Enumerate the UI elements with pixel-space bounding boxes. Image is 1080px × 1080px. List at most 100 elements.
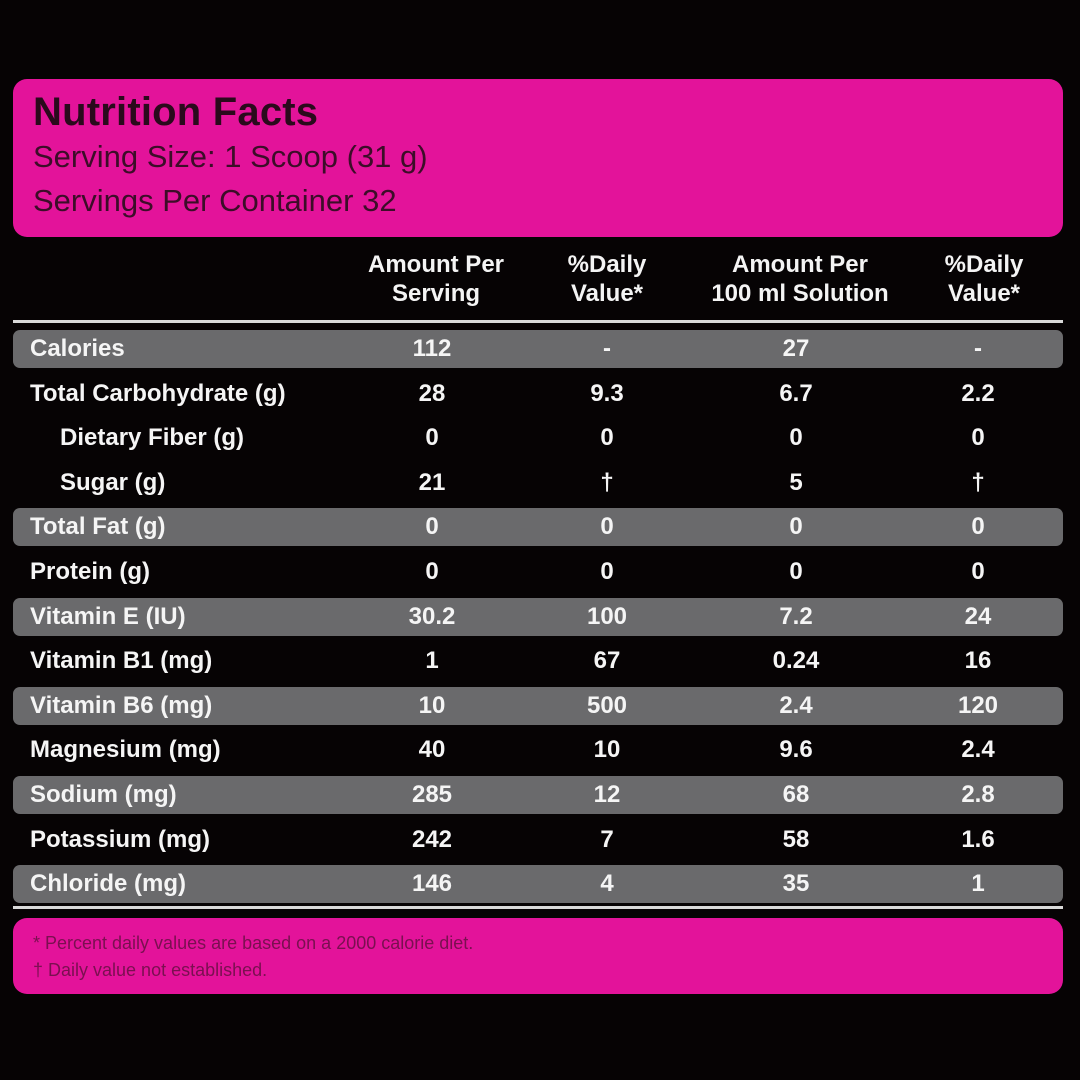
column-header-line: Amount Per — [367, 251, 505, 278]
nutrient-label: Sodium (mg) — [30, 780, 177, 808]
column-header-line: Value* — [570, 280, 644, 307]
daily-value-100ml: 2.8 — [961, 780, 995, 808]
header-panel: Nutrition Facts Serving Size: 1 Scoop (3… — [13, 79, 1063, 237]
column-header-amount-per-serving: Amount Per Serving — [368, 250, 504, 308]
daily-value-serving: 500 — [586, 691, 628, 719]
daily-value-serving: 0 — [600, 557, 614, 585]
daily-value-serving: 67 — [593, 647, 621, 675]
daily-value-serving: 100 — [586, 602, 628, 630]
nutrient-label: Total Fat (g) — [30, 513, 166, 541]
daily-value-serving: 12 — [593, 780, 621, 808]
daily-value-100ml: 16 — [964, 647, 992, 675]
table-row: Magnesium (mg) 40 10 9.6 2.4 — [0, 728, 1080, 773]
nutrient-label: Dietary Fiber (g) — [60, 424, 245, 452]
amount-per-100ml: 27 — [782, 335, 810, 362]
nutrient-label: Sugar (g) — [60, 468, 166, 496]
daily-value-100ml: † — [971, 468, 985, 496]
nutrient-label: Vitamin B1 (mg) — [30, 647, 213, 675]
daily-value-serving: † — [600, 468, 614, 496]
amount-per-serving: 1 — [425, 647, 439, 675]
amount-per-100ml: 7.2 — [779, 602, 813, 630]
footnote-daily-values: * Percent daily values are based on a 20… — [33, 933, 474, 953]
table-row: Vitamin B6 (mg) 10 500 2.4 120 — [0, 684, 1080, 729]
table-row: Sodium (mg) 285 12 68 2.8 — [0, 773, 1080, 818]
daily-value-100ml: 120 — [957, 691, 999, 719]
table-row: Calories 112 - 27 - — [0, 327, 1080, 372]
amount-per-100ml: 9.6 — [779, 736, 813, 764]
table-row: Protein (g) 0 0 0 0 — [0, 550, 1080, 595]
servings-per-container: Servings Per Container 32 — [33, 183, 397, 218]
daily-value-100ml: 2.2 — [961, 379, 995, 407]
daily-value-100ml: 24 — [964, 602, 992, 630]
table-row: Vitamin B1 (mg) 1 67 0.24 16 — [0, 639, 1080, 684]
amount-per-100ml: 5 — [789, 468, 803, 496]
column-header-line: Value* — [947, 280, 1021, 307]
daily-value-serving: 0 — [600, 513, 614, 541]
column-header-amount-per-100ml: Amount Per 100 ml Solution — [711, 250, 888, 308]
amount-per-100ml: 58 — [782, 825, 810, 853]
nutrient-label: Potassium (mg) — [30, 825, 211, 853]
daily-value-100ml: 2.4 — [961, 736, 995, 764]
table-row: Total Carbohydrate (g) 28 9.3 6.7 2.2 — [0, 372, 1080, 417]
table-row: Vitamin E (IU) 30.2 100 7.2 24 — [0, 595, 1080, 640]
daily-value-serving: 9.3 — [590, 379, 624, 407]
nutrient-table: Calories 112 - 27 - Total Carbohydrate (… — [0, 327, 1080, 907]
amount-per-serving: 112 — [412, 335, 452, 362]
amount-per-serving: 146 — [411, 870, 453, 898]
daily-value-serving: 4 — [600, 870, 614, 898]
top-divider — [13, 320, 1063, 323]
amount-per-100ml: 0 — [789, 424, 803, 452]
nutrient-label: Calories — [30, 335, 125, 362]
nutrient-label: Magnesium (mg) — [30, 736, 221, 764]
amount-per-100ml: 6.7 — [779, 379, 813, 407]
daily-value-100ml: 1 — [971, 870, 985, 898]
table-row: Total Fat (g) 0 0 0 0 — [0, 505, 1080, 550]
column-header-line: %Daily — [567, 251, 647, 278]
daily-value-serving: 10 — [593, 736, 621, 764]
column-headers: Amount Per Serving %Daily Value* Amount … — [0, 250, 1080, 316]
daily-value-100ml: 0 — [971, 424, 985, 452]
daily-value-100ml: 1.6 — [961, 825, 995, 853]
table-row: Chloride (mg) 146 4 35 1 — [0, 862, 1080, 907]
table-row: Potassium (mg) 242 7 58 1.6 — [0, 818, 1080, 863]
daily-value-100ml: 0 — [971, 557, 985, 585]
nutrient-label: Chloride (mg) — [30, 870, 186, 898]
amount-per-100ml: 2.4 — [779, 691, 813, 719]
amount-per-100ml: 68 — [782, 780, 810, 808]
column-header-line: Serving — [391, 280, 481, 307]
amount-per-serving: 285 — [411, 780, 453, 808]
nutrient-label: Protein (g) — [30, 557, 150, 585]
daily-value-serving: - — [603, 335, 611, 362]
amount-per-serving: 242 — [411, 825, 453, 853]
table-row: Dietary Fiber (g) 0 0 0 0 — [0, 416, 1080, 461]
amount-per-100ml: 0 — [789, 513, 803, 541]
daily-value-serving: 7 — [600, 825, 614, 853]
amount-per-100ml: 0.24 — [772, 647, 820, 675]
daily-value-100ml: - — [974, 335, 982, 362]
amount-per-serving: 0 — [425, 513, 439, 541]
bottom-divider — [13, 906, 1063, 909]
daily-value-serving: 0 — [600, 424, 614, 452]
amount-per-100ml: 0 — [789, 557, 803, 585]
amount-per-serving: 21 — [418, 468, 446, 496]
column-header-daily-value-100ml: %Daily Value* — [945, 250, 1024, 308]
serving-size: Serving Size: 1 Scoop (31 g) — [33, 139, 428, 174]
column-header-line: %Daily — [944, 251, 1024, 278]
label-title: Nutrition Facts — [33, 90, 319, 134]
nutrient-label: Vitamin E (IU) — [30, 602, 186, 630]
amount-per-serving: 40 — [418, 736, 446, 764]
amount-per-100ml: 35 — [782, 870, 810, 898]
nutrient-label: Vitamin B6 (mg) — [30, 691, 213, 719]
amount-per-serving: 0 — [425, 424, 439, 452]
table-row: Sugar (g) 21 † 5 † — [0, 461, 1080, 506]
amount-per-serving: 30.2 — [408, 602, 456, 630]
footnote-dagger: † Daily value not established. — [33, 960, 268, 980]
daily-value-100ml: 0 — [971, 513, 985, 541]
column-header-line: Amount Per — [731, 251, 868, 278]
footnote-panel: * Percent daily values are based on a 20… — [13, 918, 1063, 994]
column-header-line: 100 ml Solution — [711, 280, 889, 307]
column-header-daily-value-serving: %Daily Value* — [568, 250, 647, 308]
amount-per-serving: 0 — [425, 557, 439, 585]
amount-per-serving: 10 — [418, 691, 446, 719]
